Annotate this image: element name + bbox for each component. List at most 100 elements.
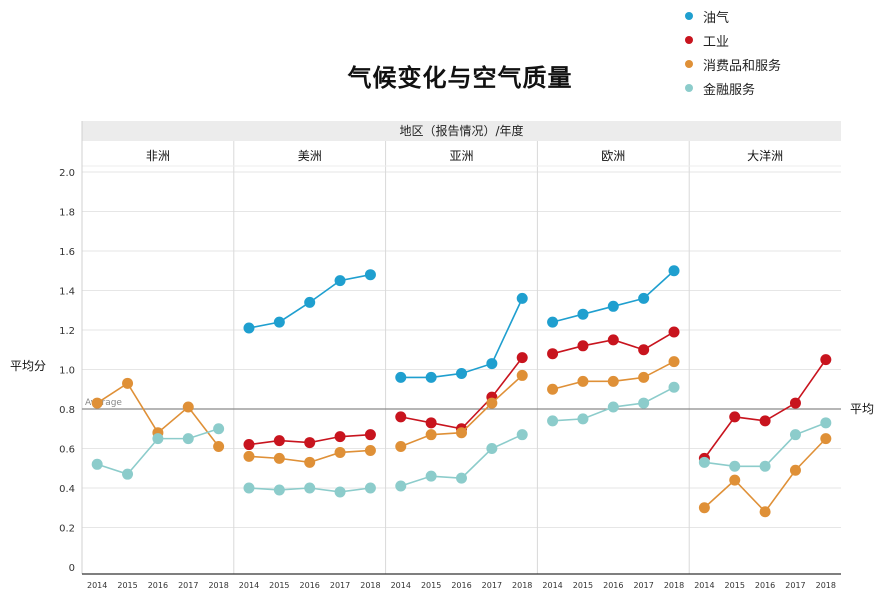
data-point bbox=[547, 383, 559, 395]
data-point bbox=[182, 401, 194, 413]
data-point bbox=[759, 460, 771, 472]
x-tick-label: 2014 bbox=[694, 581, 714, 590]
data-point bbox=[516, 369, 528, 381]
data-point bbox=[668, 326, 680, 338]
data-point bbox=[789, 397, 801, 409]
x-tick-label: 2018 bbox=[360, 581, 380, 590]
y-tick-label: 1.2 bbox=[59, 326, 75, 337]
data-point bbox=[820, 433, 832, 445]
x-tick-label: 2017 bbox=[785, 581, 805, 590]
data-point bbox=[759, 415, 771, 427]
legend-label-oil-gas: 油气 bbox=[703, 10, 730, 26]
data-point bbox=[456, 472, 467, 484]
series-line bbox=[703, 438, 827, 513]
data-point bbox=[668, 265, 680, 277]
data-point bbox=[729, 460, 741, 472]
data-point bbox=[456, 427, 467, 439]
data-point bbox=[364, 269, 376, 281]
y-tick-label: 0.4 bbox=[59, 484, 75, 495]
data-point bbox=[607, 401, 619, 413]
data-point bbox=[607, 375, 619, 387]
data-point bbox=[425, 470, 437, 482]
data-point bbox=[516, 292, 528, 304]
data-point bbox=[789, 429, 801, 441]
legend-marker-finance bbox=[685, 84, 693, 92]
data-point bbox=[213, 441, 225, 453]
panel-name: 大洋洲 bbox=[747, 148, 783, 163]
data-point bbox=[243, 482, 255, 494]
x-tick-label: 2017 bbox=[482, 581, 502, 590]
series-line bbox=[400, 298, 523, 379]
data-point bbox=[759, 506, 771, 518]
legend-item-finance[interactable]: 金融服务 bbox=[683, 76, 883, 100]
legend-label-finance: 金融服务 bbox=[703, 82, 756, 98]
data-point bbox=[334, 275, 346, 287]
data-point bbox=[547, 348, 559, 360]
data-point bbox=[577, 375, 589, 387]
data-point bbox=[486, 358, 498, 370]
y-tick-label: 0 bbox=[69, 563, 75, 574]
data-point bbox=[304, 437, 316, 449]
data-point bbox=[577, 308, 589, 320]
series-line bbox=[552, 270, 675, 323]
data-point bbox=[820, 417, 832, 429]
x-tick-label: 2018 bbox=[816, 581, 836, 590]
data-point bbox=[729, 411, 741, 423]
data-point bbox=[304, 296, 316, 308]
x-tick-label: 2018 bbox=[208, 581, 228, 590]
x-tick-label: 2016 bbox=[603, 581, 623, 590]
panel-name: 欧洲 bbox=[601, 149, 625, 163]
data-point bbox=[243, 450, 255, 462]
legend-item-oil-gas[interactable]: 油气 bbox=[683, 4, 883, 28]
series-line bbox=[704, 422, 827, 468]
data-point bbox=[243, 322, 255, 334]
panel-name: 亚洲 bbox=[449, 149, 473, 163]
panel-name: 美洲 bbox=[298, 149, 322, 163]
data-point bbox=[273, 484, 285, 496]
data-point bbox=[334, 431, 346, 443]
y-tick-label: 1.8 bbox=[59, 208, 75, 219]
data-point bbox=[729, 474, 741, 486]
y-tick-label: 0.2 bbox=[59, 524, 75, 535]
data-point bbox=[364, 429, 376, 441]
data-point bbox=[122, 377, 134, 389]
x-tick-label: 2017 bbox=[178, 581, 198, 590]
x-tick-label: 2014 bbox=[542, 581, 562, 590]
data-point bbox=[547, 415, 559, 427]
x-tick-label: 2014 bbox=[239, 581, 259, 590]
data-point bbox=[91, 397, 103, 409]
x-tick-label: 2015 bbox=[269, 581, 289, 590]
data-point bbox=[395, 371, 407, 383]
data-point bbox=[638, 397, 650, 409]
data-point bbox=[152, 433, 164, 445]
data-point bbox=[668, 381, 680, 393]
data-point bbox=[334, 486, 346, 498]
x-tick-label: 2014 bbox=[87, 581, 107, 590]
data-point bbox=[486, 397, 498, 409]
data-point bbox=[638, 344, 650, 356]
data-point bbox=[91, 458, 103, 470]
data-point bbox=[273, 452, 285, 464]
y-tick-label: 1.4 bbox=[59, 287, 75, 298]
data-point bbox=[638, 292, 650, 304]
data-point bbox=[304, 482, 316, 494]
legend-label-consumer: 消费品和服务 bbox=[703, 58, 782, 74]
data-point bbox=[425, 429, 437, 441]
legend-item-industry[interactable]: 工业 bbox=[683, 28, 883, 52]
reference-line-label: 平均 bbox=[850, 402, 874, 416]
x-tick-label: 2017 bbox=[330, 581, 350, 590]
x-tick-label: 2018 bbox=[512, 581, 532, 590]
data-point bbox=[425, 417, 437, 429]
data-point bbox=[304, 456, 316, 468]
legend-item-consumer[interactable]: 消费品和服务 bbox=[683, 52, 883, 76]
legend-label-industry: 工业 bbox=[703, 34, 730, 50]
data-point bbox=[243, 439, 255, 451]
x-tick-label: 2015 bbox=[421, 581, 441, 590]
y-tick-label: 0.8 bbox=[59, 405, 75, 416]
data-point bbox=[820, 354, 832, 366]
data-point bbox=[395, 441, 407, 453]
data-point bbox=[122, 468, 134, 480]
data-point bbox=[364, 482, 376, 494]
y-tick-label: 2.0 bbox=[59, 168, 75, 179]
reference-line-inline-label: Average bbox=[85, 398, 122, 408]
